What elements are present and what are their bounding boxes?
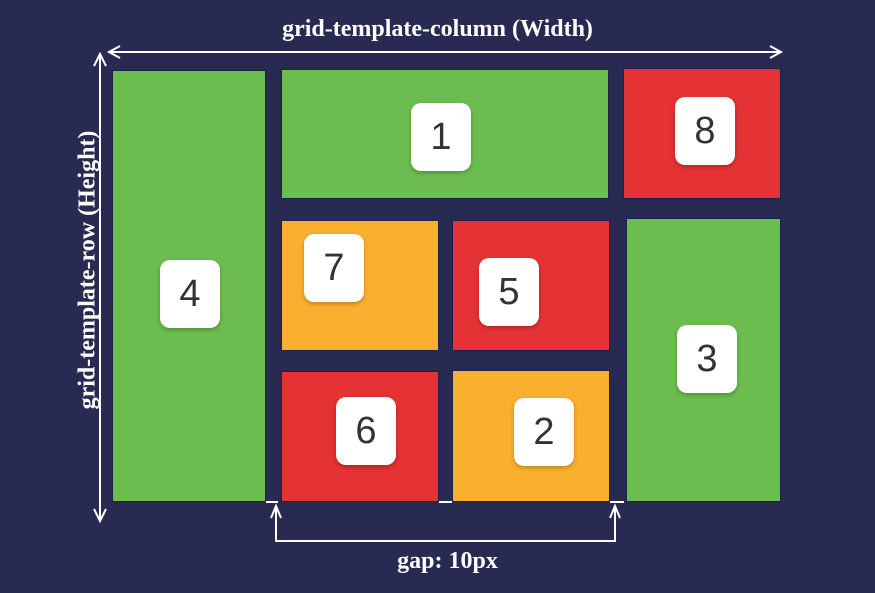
cell-number-badge: 2 xyxy=(514,398,574,466)
width-arrow-left-head xyxy=(106,45,121,59)
cell-number-badge: 7 xyxy=(304,234,364,302)
gap-right-arrow-head xyxy=(609,503,621,519)
cell-number-badge: 6 xyxy=(336,397,396,465)
grid-cell-6: 6 xyxy=(281,371,439,502)
cell-number-badge: 4 xyxy=(160,260,220,328)
width-label: grid-template-column (Width) xyxy=(282,16,593,42)
height-label: grid-template-row (Height) xyxy=(74,130,101,410)
height-arrow-top-head xyxy=(93,51,107,67)
grid-cell-8: 8 xyxy=(623,68,781,199)
grid-cell-7: 7 xyxy=(281,220,439,351)
grid-cell-5: 5 xyxy=(452,220,610,351)
cell-number-badge: 8 xyxy=(675,97,735,165)
grid-cell-1: 1 xyxy=(281,69,609,199)
height-arrow-bottom-head xyxy=(93,508,107,524)
cell-number-badge: 3 xyxy=(677,325,737,393)
cell-number-badge: 1 xyxy=(411,103,471,171)
grid-cell-2: 2 xyxy=(452,370,610,502)
grid-cell-4: 4 xyxy=(112,70,266,502)
gap-bracket xyxy=(275,507,616,542)
gap-left-arrow-head xyxy=(270,503,282,519)
cell-number-badge: 5 xyxy=(479,258,539,326)
gap-label: gap: 10px xyxy=(397,548,498,574)
width-arrow-right-head xyxy=(769,45,784,59)
grid-cell-3: 3 xyxy=(626,218,781,502)
